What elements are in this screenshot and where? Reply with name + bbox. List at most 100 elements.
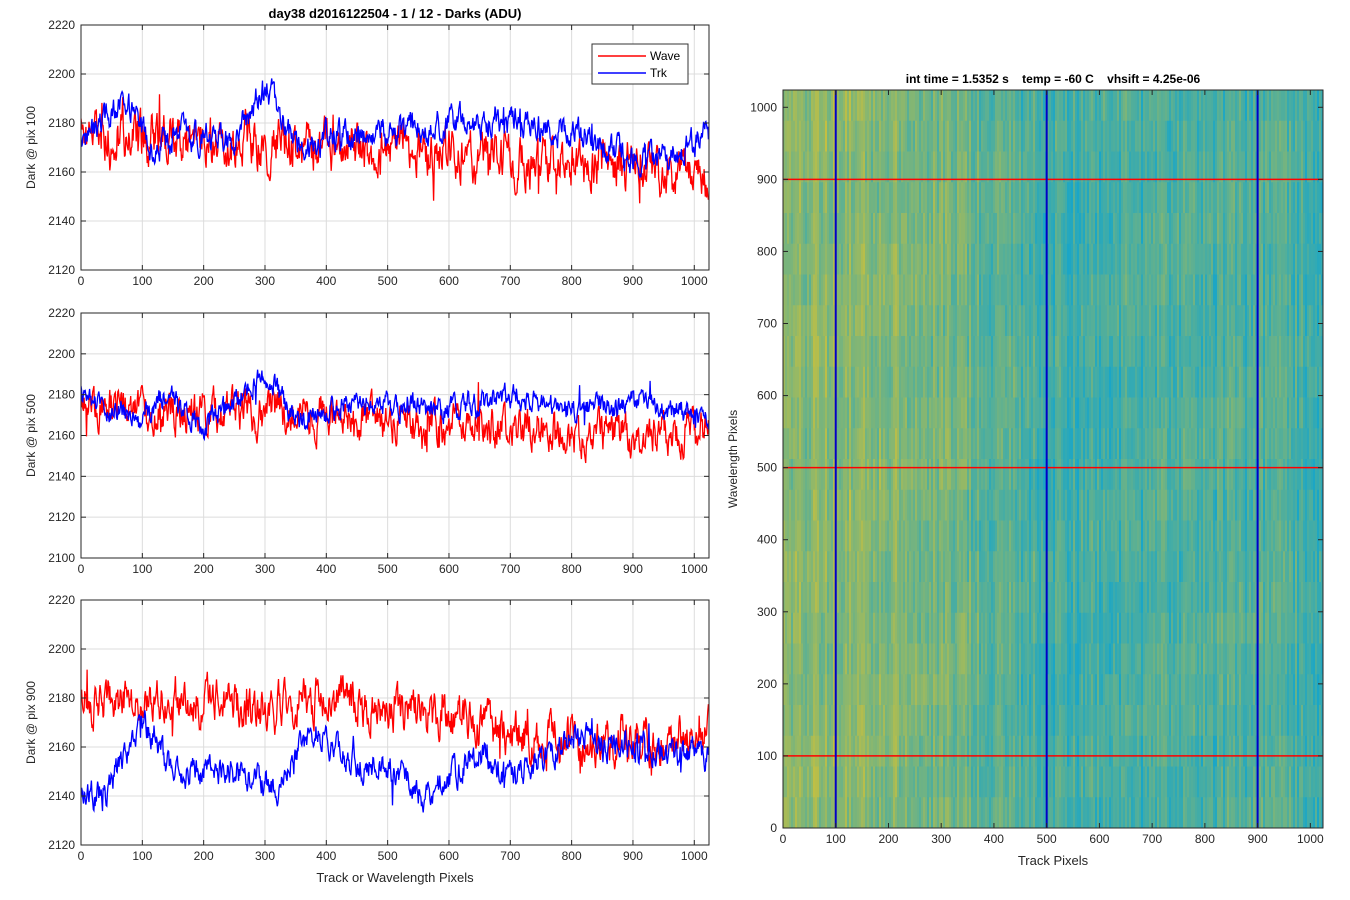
heatmap-cell	[895, 705, 898, 737]
heatmap-cell	[805, 582, 808, 614]
heatmap-cell	[995, 643, 998, 675]
heatmap-cell	[1021, 489, 1024, 521]
heatmap-cell	[983, 459, 986, 491]
heatmap-cell	[789, 243, 792, 275]
heatmap-cell	[863, 428, 866, 460]
heatmap-cell	[1135, 459, 1138, 491]
heatmap-cell	[1039, 366, 1042, 398]
heatmap-cell	[999, 643, 1002, 675]
heatmap-cell	[1021, 213, 1024, 245]
heatmap-cell	[1041, 674, 1044, 706]
heatmap-cell	[971, 705, 974, 737]
heatmap-cell	[1085, 336, 1088, 368]
heatmap-cell	[861, 151, 864, 183]
heatmap-cell	[1083, 766, 1086, 798]
heatmap-cell	[1041, 766, 1044, 798]
heatmap-cell	[1147, 397, 1150, 429]
heatmap-cell	[1069, 643, 1072, 675]
heatmap-cell	[895, 489, 898, 521]
heatmap-cell	[1023, 735, 1026, 767]
heatmap-cell	[1147, 120, 1150, 152]
heatmap-cell	[849, 182, 852, 214]
heatmap-cell	[807, 90, 810, 122]
heatmap-cell	[1141, 797, 1144, 829]
heatmap-cell	[1155, 766, 1158, 798]
heatmap-cell	[909, 551, 912, 583]
heatmap-cell	[1151, 551, 1154, 583]
heatmap-cell	[1161, 612, 1164, 644]
heatmap-cell	[1085, 274, 1088, 306]
heatmap-cell	[1093, 120, 1096, 152]
heatmap-cell	[1093, 428, 1096, 460]
heatmap-cell	[931, 674, 934, 706]
heatmap-cell	[1051, 705, 1054, 737]
heatmap-cell	[961, 90, 964, 122]
heatmap-cell	[805, 151, 808, 183]
heatmap-cell	[1067, 489, 1070, 521]
heatmap-cell	[983, 243, 986, 275]
heatmap-cell	[809, 182, 812, 214]
heatmap-cell	[971, 674, 974, 706]
heatmap-cell	[1039, 274, 1042, 306]
heatmap-cell	[825, 705, 828, 737]
heatmap-cell	[963, 397, 966, 429]
heatmap-cell	[883, 582, 886, 614]
heatmap-cell	[813, 213, 816, 245]
heatmap-cell	[1005, 366, 1008, 398]
heatmap-cell	[811, 735, 814, 767]
heatmap-cell	[1131, 213, 1134, 245]
heatmap-cell	[1011, 182, 1014, 214]
heatmap-cell	[861, 612, 864, 644]
heatmap-cell	[953, 120, 956, 152]
heatmap-cell	[973, 674, 976, 706]
heatmap-cell	[1175, 428, 1178, 460]
heatmap-cell	[843, 182, 846, 214]
heatmap-cell	[827, 735, 830, 767]
heatmap-cell	[853, 705, 856, 737]
heatmap-cell	[939, 151, 942, 183]
heatmap-cell	[1157, 182, 1160, 214]
heatmap-cell	[1129, 674, 1132, 706]
heatmap-cell	[867, 182, 870, 214]
heatmap-cell	[843, 120, 846, 152]
heatmap-cell	[925, 90, 928, 122]
heatmap-cell	[1175, 766, 1178, 798]
heatmap-cell	[1043, 182, 1046, 214]
heatmap-cell	[1099, 305, 1102, 337]
heatmap-cell	[1119, 459, 1122, 491]
xtick-label-600: 600	[439, 849, 459, 863]
heatmap-cell	[1159, 428, 1162, 460]
heatmap-cell	[955, 151, 958, 183]
heatmap-cell	[989, 612, 992, 644]
heatmap-cell	[941, 766, 944, 798]
heatmap-cell	[1115, 397, 1118, 429]
heatmap-cell	[801, 274, 804, 306]
heatmap-cell	[903, 397, 906, 429]
heatmap-cell	[869, 551, 872, 583]
heatmap-cell	[1143, 428, 1146, 460]
heatmap-cell	[1157, 797, 1160, 829]
heatmap-cell	[1009, 428, 1012, 460]
heatmap-cell	[987, 612, 990, 644]
heatmap-cell	[865, 643, 868, 675]
heatmap-cell	[1169, 305, 1172, 337]
heatmap-cell	[1013, 274, 1016, 306]
heatmap-cell	[977, 397, 980, 429]
heatmap-cell	[1013, 674, 1016, 706]
heatmap-cell	[979, 336, 982, 368]
heatmap-cell	[1039, 643, 1042, 675]
heatmap-cell	[893, 797, 896, 829]
heatmap-cell	[1015, 151, 1018, 183]
heatmap-cell	[1013, 243, 1016, 275]
heatmap-cell	[1063, 120, 1066, 152]
heatmap-cell	[821, 643, 824, 675]
heatmap-cell	[785, 151, 788, 183]
heatmap-cell	[899, 643, 902, 675]
heatmap-cell	[1069, 705, 1072, 737]
heatmap-cell	[1131, 428, 1134, 460]
heatmap-cell	[1075, 213, 1078, 245]
heatmap-cell	[849, 551, 852, 583]
heatmap-cell	[1099, 643, 1102, 675]
heatmap-cell	[915, 582, 918, 614]
heatmap-cell	[973, 705, 976, 737]
